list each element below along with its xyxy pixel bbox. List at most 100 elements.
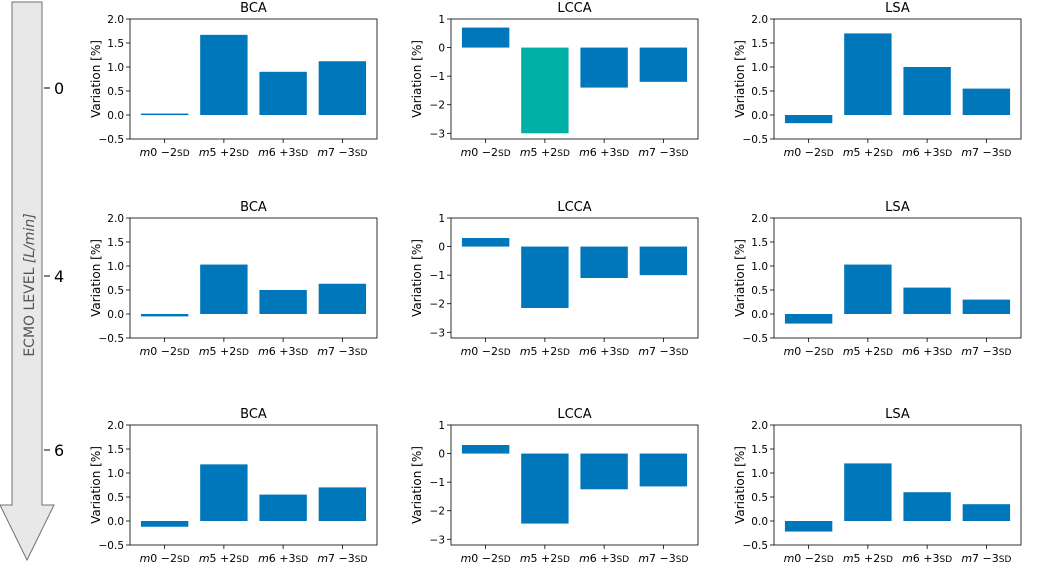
bar-2 (844, 264, 892, 314)
y-axis-label: Variation [%] (89, 239, 103, 317)
x-tick-label: m0 −2SD (140, 146, 190, 159)
plot-frame (773, 18, 1022, 140)
y-tick-label: 1.5 (751, 237, 768, 249)
y-tick-label: 1.0 (751, 468, 768, 480)
plot-frame (129, 217, 378, 339)
y-tick-label: −1 (430, 477, 445, 489)
x-tick-label: m0 −2SD (784, 146, 834, 159)
bar-4 (639, 47, 688, 82)
bar-2 (521, 453, 569, 524)
y-tick-label: 1.0 (751, 261, 768, 273)
bar-4 (639, 453, 688, 487)
chart-title: LCCA (557, 407, 591, 422)
plot-frame (129, 18, 378, 140)
bar-3 (580, 246, 628, 278)
chart-title: LSA (885, 1, 910, 16)
y-tick-label: 1 (438, 420, 445, 432)
x-tick-label: m7 −3SD (317, 552, 367, 565)
y-tick-label: 0.0 (751, 516, 768, 528)
y-axis-label: Variation [%] (410, 446, 424, 524)
bar-4 (962, 299, 1011, 314)
y-tick-label: −0.5 (743, 134, 769, 146)
x-tick-label: m6 +3SD (258, 552, 308, 565)
bar-3 (259, 494, 307, 521)
bar-4 (318, 283, 367, 314)
chart-panel-6: LSA Variation [%] −0.5 0.0 0.5 1.0 1.5 2.0 m0 −2… (733, 200, 1022, 358)
bar-2 (521, 246, 569, 308)
bar-1 (784, 521, 833, 532)
chart-panel-8: LCCA Variation [%] −3 −2 −1 0 1 m0 −2SD m5 +2SD m… (410, 407, 699, 565)
chart-panel-9: LSA Variation [%] −0.5 0.0 0.5 1.0 1.5 2.0 m0 −2… (733, 407, 1022, 565)
y-tick-label: 0.0 (751, 110, 768, 122)
y-tick-label: 2.0 (107, 213, 124, 225)
y-tick-label: −1 (430, 270, 445, 282)
y-tick-label: 0 (438, 43, 445, 55)
chart-title: BCA (240, 200, 267, 215)
bar-1 (461, 238, 510, 247)
bar-1 (784, 115, 833, 124)
x-tick-label: m5 +2SD (199, 146, 249, 159)
x-tick-label: m0 −2SD (784, 552, 834, 565)
x-tick-label: m0 −2SD (140, 552, 190, 565)
chart-title: BCA (240, 407, 267, 422)
plot-frame (450, 424, 699, 546)
chart-title: BCA (240, 1, 267, 16)
plot-frame (450, 18, 699, 140)
y-tick-label: 0.5 (751, 492, 768, 504)
y-tick-label: 0 (438, 242, 445, 254)
y-tick-label: 0.0 (107, 516, 124, 528)
y-tick-label: 1 (438, 213, 445, 225)
chart-title: LSA (885, 200, 910, 215)
x-tick-label: m7 −3SD (638, 552, 688, 565)
y-tick-label: 1 (438, 14, 445, 26)
ecmo-tick-label: 0 (54, 79, 64, 98)
ecmo-tick-label: 6 (54, 441, 64, 460)
bar-3 (259, 290, 307, 314)
y-tick-label: 1.5 (751, 38, 768, 50)
bar-4 (318, 487, 367, 521)
y-tick-label: 0.0 (107, 309, 124, 321)
plot-frame (450, 217, 699, 339)
bar-1 (140, 314, 189, 317)
y-tick-label: 2.0 (751, 420, 768, 432)
y-axis-label: Variation [%] (733, 446, 747, 524)
chart-panel-4: BCA Variation [%] −0.5 0.0 0.5 1.0 1.5 2.0 m0 −2… (89, 200, 378, 358)
y-tick-label: 2.0 (751, 14, 768, 26)
y-tick-label: −3 (430, 327, 445, 339)
y-tick-label: −0.5 (99, 333, 125, 345)
y-tick-label: 1.0 (751, 62, 768, 74)
y-tick-label: 2.0 (107, 14, 124, 26)
y-axis-label: Variation [%] (89, 446, 103, 524)
plot-frame (773, 217, 1022, 339)
ecmo-level-label-text: ECMO LEVEL (22, 263, 38, 357)
chart-panel-5: LCCA Variation [%] −3 −2 −1 0 1 m0 −2SD m5 +2SD m… (410, 200, 699, 358)
bar-4 (962, 504, 1011, 521)
ecmo-arrow-shape (0, 1, 55, 562)
x-tick-label: m5 +2SD (199, 552, 249, 565)
bar-2 (844, 463, 892, 521)
bar-3 (580, 47, 628, 88)
x-tick-label: m0 −2SD (461, 146, 511, 159)
x-tick-label: m7 −3SD (961, 552, 1011, 565)
x-tick-label: m6 +3SD (579, 345, 629, 358)
y-tick-label: −0.5 (99, 134, 125, 146)
x-tick-label: m7 −3SD (638, 146, 688, 159)
chart-panel-7: BCA Variation [%] −0.5 0.0 0.5 1.0 1.5 2.0 m0 −2… (89, 407, 378, 565)
y-tick-label: 0.5 (751, 86, 768, 98)
bar-3 (903, 287, 951, 314)
y-tick-label: 0.0 (751, 309, 768, 321)
x-tick-label: m7 −3SD (961, 146, 1011, 159)
bar-2 (200, 34, 248, 116)
y-tick-label: −0.5 (743, 333, 769, 345)
y-tick-label: 1.5 (107, 444, 124, 456)
bar-4 (318, 61, 367, 115)
bar-1 (140, 521, 189, 527)
bar-3 (580, 453, 628, 490)
y-axis-label: Variation [%] (410, 239, 424, 317)
bar-2 (844, 33, 892, 115)
y-tick-label: 1.0 (107, 261, 124, 273)
y-tick-label: −2 (430, 100, 445, 112)
chart-panel-2: LCCA Variation [%] −3 −2 −1 0 1 m0 −2SD m5 +2SD m… (410, 1, 699, 159)
y-tick-label: 1.0 (107, 62, 124, 74)
